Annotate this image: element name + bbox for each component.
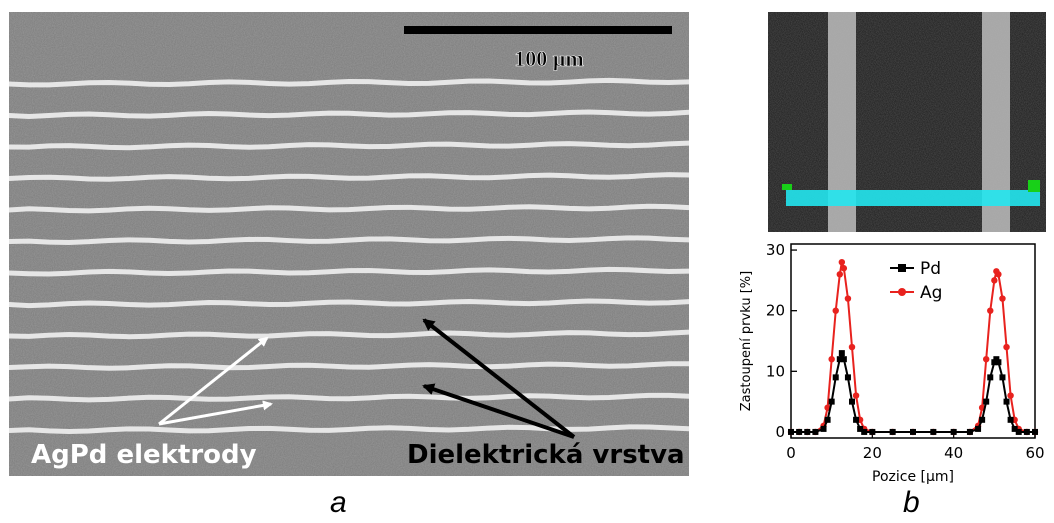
data-point-pd — [853, 416, 860, 423]
data-point-pd — [1003, 398, 1010, 405]
data-point-pd — [889, 428, 896, 435]
electrode-line — [9, 77, 689, 88]
x-tick-label: 40 — [944, 444, 963, 462]
data-point-pd — [1007, 416, 1014, 423]
x-tick-label: 20 — [863, 444, 882, 462]
sem-micrograph-a: 100 µm AgPd elektrody Dielektrická vrstv… — [9, 12, 689, 476]
x-tick-label: 0 — [786, 444, 796, 462]
electrode-line — [9, 203, 689, 214]
data-point-ag — [999, 295, 1006, 302]
plot-frame — [790, 243, 1036, 439]
data-point-pd — [1032, 428, 1038, 435]
data-point-pd — [857, 425, 864, 432]
legend-label-pd: Pd — [920, 259, 941, 279]
data-point-pd — [861, 428, 868, 435]
data-point-pd — [840, 356, 847, 363]
axis-ticks: 0 20 40 60 0 10 20 30 — [766, 241, 1045, 462]
data-point-ag — [832, 307, 839, 314]
electrode-line — [9, 392, 689, 403]
legend-label-ag: Ag — [920, 283, 942, 303]
electrode-line — [9, 172, 689, 182]
data-point-ag — [991, 277, 998, 284]
electrode-line — [9, 140, 689, 151]
data-point-pd — [804, 428, 811, 435]
electrode-line — [9, 424, 689, 434]
eds-map-b — [768, 12, 1046, 232]
data-point-ag — [1003, 343, 1010, 351]
data-point-ag — [995, 271, 1002, 278]
data-point-pd — [812, 428, 819, 435]
data-point-pd — [1011, 425, 1018, 432]
data-point-pd — [966, 428, 973, 435]
data-point-pd — [824, 416, 831, 423]
data-point-pd — [838, 350, 845, 357]
data-point-pd — [975, 425, 982, 432]
x-axis-label: Pozice [µm] — [872, 469, 954, 485]
panel-caption-a: a — [330, 486, 347, 519]
panel-caption-b: b — [903, 486, 920, 519]
data-point-pd — [930, 428, 937, 435]
data-point-pd — [788, 428, 794, 435]
scan-marker-right — [1028, 180, 1040, 192]
data-point-pd — [1015, 428, 1022, 435]
data-point-pd — [1023, 428, 1030, 435]
data-point-ag — [840, 265, 848, 272]
y-tick-label: 10 — [766, 362, 785, 380]
data-point-pd — [991, 359, 998, 366]
dielectric-label: Dielektrická vrstva — [407, 440, 685, 470]
scan-marker-left — [782, 184, 792, 190]
data-point-ag — [852, 392, 860, 399]
data-point-pd — [832, 374, 839, 381]
electrode-line — [9, 109, 689, 120]
scan-line — [786, 190, 1040, 206]
data-point-ag — [983, 355, 990, 363]
data-point-pd — [987, 374, 994, 381]
electrode-line — [9, 298, 689, 309]
data-point-pd — [869, 428, 876, 435]
y-tick-label: 30 — [766, 241, 785, 259]
scale-bar — [404, 26, 672, 34]
electrode-line — [9, 361, 689, 371]
data-point-pd — [796, 428, 803, 435]
electrode-line — [9, 266, 689, 277]
legend-marker-ag — [898, 288, 906, 296]
data-point-pd — [979, 416, 986, 423]
data-point-pd — [844, 374, 851, 381]
data-point-ag — [848, 343, 856, 351]
data-point-pd — [910, 428, 916, 435]
electrode-arrow-lower — [158, 400, 273, 426]
data-point-pd — [950, 428, 957, 435]
electrode-arrow-upper — [158, 336, 269, 426]
dielectric-arrow-upper — [422, 318, 576, 439]
data-point-pd — [849, 398, 855, 405]
data-point-ag — [828, 355, 835, 363]
data-point-ag — [987, 307, 994, 314]
series-layer — [787, 258, 1039, 436]
data-point-pd — [999, 374, 1006, 381]
y-tick-label: 0 — [775, 423, 785, 441]
legend-marker-pd — [898, 264, 906, 272]
electrode-line — [9, 235, 689, 245]
y-tick-label: 20 — [766, 302, 785, 320]
line-profile-chart: 0 20 40 60 0 10 20 30 Pd Ag Pozice [µm] Zastoupe… — [739, 241, 1045, 485]
electrode-line — [9, 329, 689, 340]
data-point-ag — [836, 271, 843, 278]
legend: Pd Ag — [890, 259, 942, 303]
data-point-pd — [820, 425, 827, 432]
dielectric-arrow-lower — [422, 383, 575, 439]
agpd-electrode-lines — [9, 77, 689, 434]
scale-bar-label: 100 µm — [514, 46, 584, 71]
data-point-ag — [1007, 392, 1014, 399]
data-point-pd — [828, 398, 835, 405]
data-point-pd — [993, 356, 1000, 363]
y-axis-label: Zastoupení prvku [%] — [739, 271, 754, 411]
electrode-label: AgPd elektrody — [31, 440, 257, 470]
data-point-ag — [844, 295, 852, 302]
x-tick-label: 60 — [1025, 444, 1044, 462]
series-line-pd — [791, 349, 1035, 433]
data-point-pd — [983, 398, 990, 405]
data-point-ag — [838, 258, 846, 266]
data-point-pd — [836, 356, 843, 363]
data-point-pd — [995, 359, 1002, 366]
